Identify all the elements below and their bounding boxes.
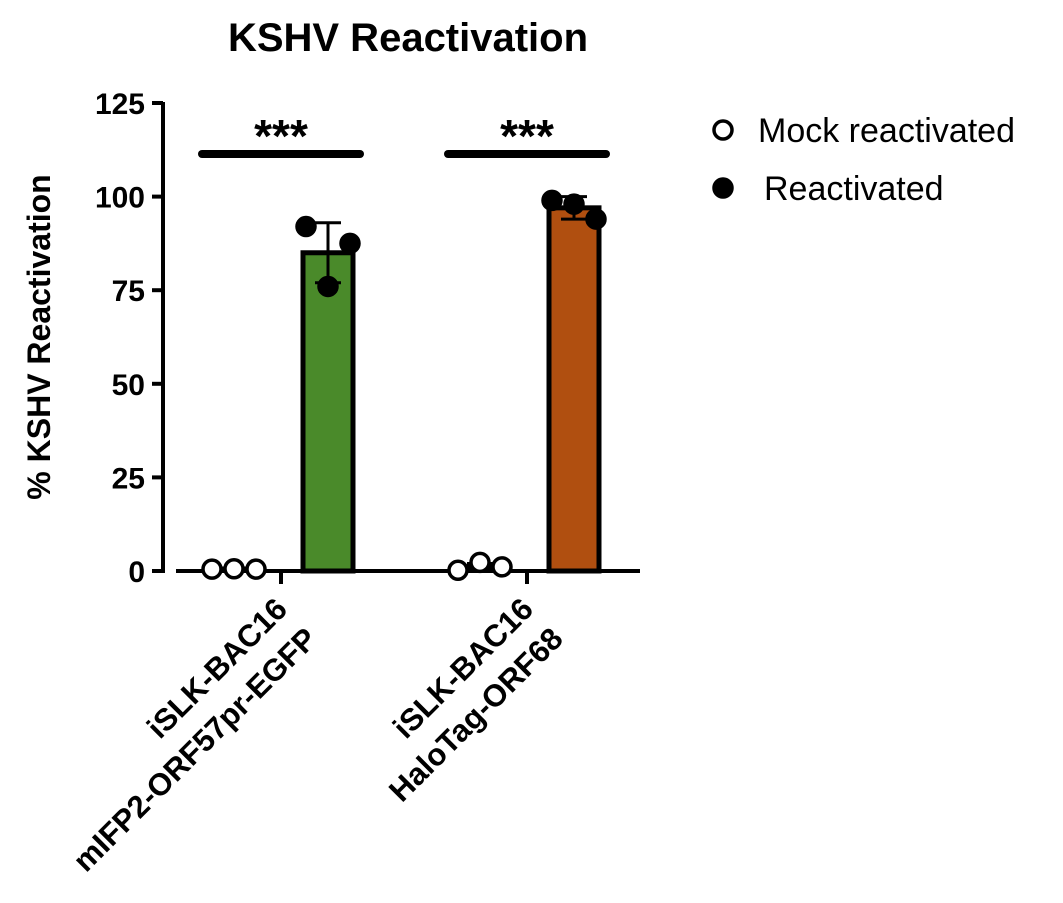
y-tick-label: 100 — [95, 182, 145, 215]
data-point — [541, 189, 563, 212]
data-point — [295, 215, 317, 238]
significance-label: *** — [254, 110, 308, 162]
x-category-label: iSLK-BAC16mIFP2-ORF57pr-EGFP — [37, 591, 324, 878]
data-point — [339, 232, 361, 255]
plot-area: 0 25 50 75 100 125 *** *** iSLK-BAC16mIFP2-ORF57… — [37, 88, 640, 878]
legend-label: Mock reactivated — [758, 112, 1015, 150]
data-point — [245, 558, 267, 580]
data-point — [585, 208, 607, 230]
y-tick-label: 0 — [128, 556, 145, 589]
bar — [546, 205, 602, 574]
data-point — [491, 556, 513, 578]
legend-marker — [712, 177, 734, 199]
data-point — [201, 558, 223, 580]
y-axis-label: % KSHV Reactivation — [21, 174, 57, 499]
bar — [300, 250, 356, 574]
legend: Mock reactivated Reactivated — [712, 112, 1015, 208]
data-point — [563, 193, 585, 215]
x-category-label-line: mIFP2-ORF57pr-EGFP — [66, 621, 323, 878]
y-tick-label: 25 — [112, 462, 145, 495]
data-point — [223, 558, 245, 580]
data-point — [469, 551, 491, 574]
data-point — [447, 559, 469, 582]
data-point — [317, 275, 339, 298]
y-tick-label: 75 — [112, 275, 145, 308]
significance-label: *** — [500, 110, 554, 162]
legend-marker — [712, 119, 734, 141]
chart-title: KSHV Reactivation — [228, 16, 588, 60]
legend-label: Reactivated — [764, 170, 944, 208]
x-category-label: iSLK-BAC16HaloTag-ORF68 — [352, 591, 569, 808]
y-tick-label: 125 — [95, 88, 145, 121]
y-tick-label: 50 — [112, 369, 145, 402]
